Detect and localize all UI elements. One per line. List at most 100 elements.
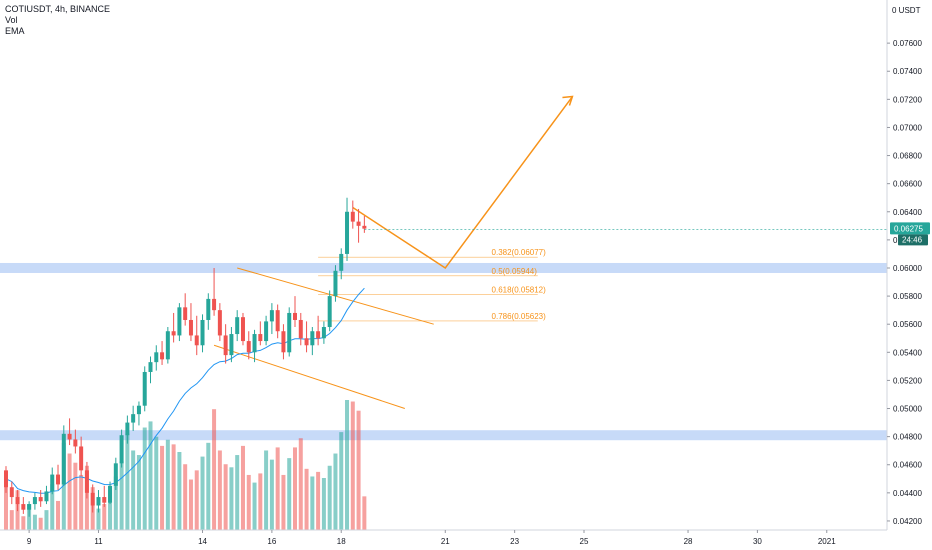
fib-level-label: 0.786(0.05623): [492, 312, 547, 321]
candle: [4, 466, 8, 493]
symbol-title[interactable]: COTIUSDT, 4h, BINANCE: [5, 4, 111, 14]
candle-body: [131, 414, 136, 423]
candle: [15, 490, 20, 512]
volume-bar: [188, 479, 193, 530]
ema-indicator-label[interactable]: EMA: [5, 26, 25, 36]
volume-bar: [350, 401, 355, 530]
candle-body: [44, 491, 49, 502]
fib-level-label: 0.5(0.05944): [492, 267, 538, 276]
price-tick-label: 0.06000: [893, 264, 922, 273]
volume-bar: [160, 445, 165, 530]
zone-band-1: [0, 430, 887, 441]
candle: [142, 366, 147, 412]
candle-body: [79, 446, 84, 471]
volume-bar: [113, 476, 118, 530]
time-tick-label: 14: [198, 537, 207, 546]
candle: [246, 331, 251, 360]
candle-body: [67, 433, 72, 440]
time-tick-label: 28: [684, 537, 693, 546]
volume-indicator-label[interactable]: Vol: [5, 15, 18, 25]
countdown-badge: [898, 234, 928, 246]
candle: [108, 481, 113, 505]
candle-body: [194, 335, 199, 346]
candle: [32, 492, 37, 510]
candle-body: [177, 307, 182, 336]
volume-bar: [50, 484, 55, 530]
candle-body: [200, 319, 205, 346]
volume-bar: [304, 468, 309, 530]
candle-body: [102, 497, 107, 503]
candle: [67, 418, 72, 446]
volume-bar: [333, 453, 338, 530]
candle-body: [350, 211, 355, 222]
candle-body: [240, 317, 245, 342]
candle-body: [339, 253, 344, 271]
candle-body: [321, 327, 326, 339]
candle-body: [154, 352, 159, 363]
candle: [113, 457, 118, 491]
volume-bar: [362, 496, 367, 530]
candle: [339, 248, 344, 280]
candle-body: [356, 221, 361, 226]
candle-body: [160, 352, 165, 360]
candle: [345, 197, 350, 261]
candle-body: [327, 296, 332, 328]
volume-bar: [246, 474, 251, 530]
candle: [165, 327, 170, 364]
candle-body: [21, 504, 26, 510]
candle: [188, 303, 193, 342]
candle-body: [188, 319, 193, 336]
candle-body: [206, 298, 211, 320]
volume-bar: [194, 470, 199, 530]
volume-bar: [252, 482, 257, 530]
candle-body: [345, 211, 350, 254]
volume-bar: [32, 514, 37, 530]
volume-bar: [339, 432, 344, 530]
candle-body: [183, 307, 188, 320]
price-tick-label: 0.06800: [893, 152, 922, 161]
candle: [264, 315, 269, 346]
volume-bar: [269, 459, 274, 530]
candle-body: [212, 298, 217, 311]
volume-bar: [154, 436, 159, 530]
candle: [125, 415, 130, 444]
time-tick-label: 30: [753, 537, 762, 546]
candle: [21, 497, 26, 514]
volume-bar: [206, 442, 211, 530]
candle-body: [298, 319, 303, 339]
candle-body: [32, 497, 37, 505]
candle-body: [15, 497, 20, 505]
volume-bar: [108, 490, 113, 530]
candle: [50, 467, 55, 495]
candle-body: [108, 485, 113, 503]
volume-bar: [21, 516, 26, 530]
volume-bar: [321, 478, 326, 530]
time-tick-label: 11: [94, 537, 103, 546]
volume-bar: [79, 474, 84, 530]
candle: [9, 481, 14, 505]
candle: [304, 321, 309, 353]
volume-bar: [61, 442, 66, 530]
last-price-value: 0.06275: [894, 224, 923, 233]
candle: [90, 484, 95, 513]
candle-body: [310, 331, 315, 346]
candle: [119, 429, 124, 468]
candle: [281, 324, 286, 360]
candle-body: [73, 439, 78, 447]
volume-bar: [102, 504, 107, 530]
fib-level-label: 0.618(0.05812): [492, 285, 547, 294]
time-tick-label: 2021: [818, 537, 836, 546]
time-tick-label: 25: [580, 537, 589, 546]
zone-band-0: [0, 262, 887, 273]
volume-bar: [281, 474, 286, 530]
price-tick-label: 0.05600: [893, 320, 922, 329]
candle-body: [4, 470, 8, 488]
candle: [240, 312, 245, 346]
volume-bar: [258, 473, 263, 530]
volume-bar: [183, 464, 188, 530]
volume-bar: [165, 439, 170, 530]
candle: [56, 464, 61, 491]
last-price-badge: [890, 222, 930, 235]
volume-bar: [223, 464, 228, 530]
